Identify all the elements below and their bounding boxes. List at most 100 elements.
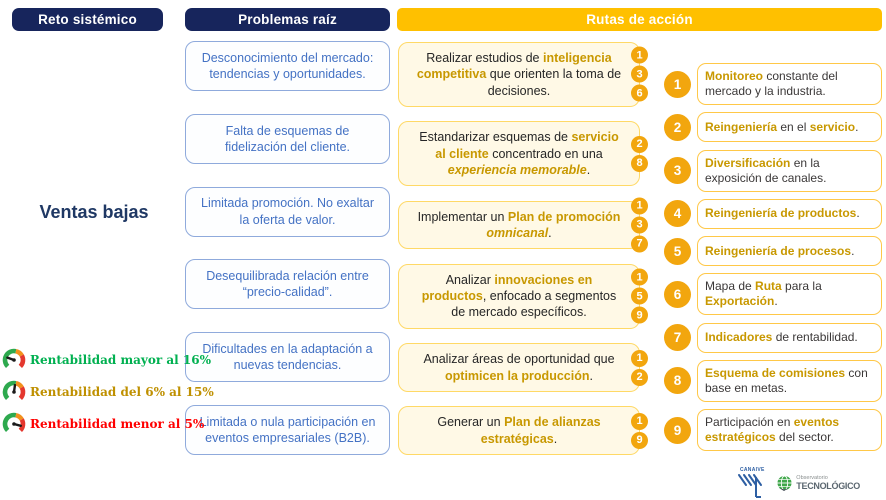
route-number-circle: 7 — [664, 324, 691, 351]
route-text: Participación en eventos estratégicos de… — [705, 415, 874, 445]
text-segment: . — [856, 206, 860, 221]
text-segment: servicio — [809, 119, 856, 134]
route-text: Esquema de comisiones con base en metas. — [705, 366, 874, 396]
action-box: Generar un Plan de alianzas estratégicas… — [398, 406, 648, 455]
text-segment: servicio al cliente — [435, 130, 619, 161]
action-text: Implementar un Plan de promoción omnican… — [415, 209, 623, 242]
route-link-badge: 2 — [631, 368, 648, 386]
route-link-badge: 5 — [631, 287, 648, 305]
route-text: Indicadores de rentabilidad. — [705, 330, 858, 345]
route-box: Reingeniería de productos. — [697, 198, 882, 229]
text-segment: Exportación — [705, 294, 775, 309]
text-segment: . — [855, 119, 859, 134]
column-header-problemas-raiz: Problemas raíz — [185, 8, 390, 31]
route-link-badge: 3 — [631, 216, 648, 234]
route-text: Reingeniería de procesos. — [705, 244, 854, 259]
route-number-circle: 9 — [664, 416, 691, 444]
text-segment: optimicen la producción — [445, 368, 590, 383]
text-segment: . — [548, 226, 552, 241]
problem-box: Falta de esquemas de fidelización del cl… — [185, 113, 390, 164]
text-segment: en el — [777, 119, 810, 134]
profitability-legend: Rentabilidad mayor al 16% Rentabilidad de… — [2, 348, 214, 436]
text-segment: Analizar — [445, 272, 495, 287]
route-box: Esquema de comisiones con base en metas. — [697, 359, 882, 402]
text-segment: inteligencia competitiva — [416, 51, 612, 82]
route-link-badge: 1 — [631, 197, 648, 215]
route-link-badge: 9 — [631, 431, 648, 449]
text-segment: que orienten la toma de decisiones. — [486, 67, 622, 98]
column-header-reto-sistemico: Reto sistémico — [12, 8, 163, 31]
observatorio-tecnologico-logo: Observatorio TECNOLÓGICO — [776, 475, 860, 498]
action-text: Analizar innovaciones en productos, enfo… — [415, 272, 623, 321]
gauge-needle-red-icon — [2, 412, 26, 436]
problems-column: Desconocimiento del mercado: tendencias … — [185, 41, 390, 455]
action-text: Realizar estudios de inteligencia compet… — [415, 50, 623, 99]
route-row: 8 Esquema de comisiones con base en metas… — [664, 359, 882, 402]
text-segment: . — [851, 243, 855, 258]
text-segment: Estandarizar esquemas de — [419, 130, 572, 145]
legend-label: Rentabilidad menor al 5% — [30, 417, 205, 431]
text-segment: Generar un — [437, 415, 505, 430]
route-box: Participación en eventos estratégicos de… — [697, 409, 882, 451]
problem-box: Desequilibrada relación entre “precio-ca… — [185, 259, 390, 310]
action-box: Analizar innovaciones en productos, enfo… — [398, 263, 648, 329]
route-row: 6 Mapa de Ruta para la Exportación. — [664, 273, 882, 316]
text-segment: Reingeniería — [705, 119, 778, 134]
text-segment: Diversificación — [705, 155, 791, 170]
text-segment: Plan de promoción — [507, 209, 621, 224]
problem-box: Desconocimiento del mercado: tendencias … — [185, 41, 390, 91]
route-box: Diversificación en la exposición de cana… — [697, 149, 882, 192]
text-segment: eventos estratégicos — [705, 415, 840, 444]
route-text: Reingeniería de productos. — [705, 206, 860, 221]
action-text: Analizar áreas de oportunidad que optimi… — [415, 351, 623, 384]
text-segment: Plan de alianzas estratégicas — [480, 415, 601, 446]
route-number-circle: 1 — [664, 70, 691, 98]
routes-column: 1 Monitoreo constante del mercado y la in… — [664, 63, 882, 451]
route-text: Monitoreo constante del mercado y la ind… — [705, 69, 874, 99]
text-segment: Indicadores — [705, 330, 773, 344]
route-row: 9 Participación en eventos estratégicos d… — [664, 409, 882, 451]
tecnologico-text: TECNOLÓGICO — [796, 480, 860, 491]
action-text: Generar un Plan de alianzas estratégicas… — [415, 414, 623, 447]
systemic-challenge-label: Ventas bajas — [39, 202, 149, 222]
route-row: 2 Reingeniería en el servicio. — [664, 112, 882, 143]
canaive-logo: CANAIVE — [737, 468, 767, 498]
text-segment: Mapa de — [705, 279, 756, 294]
route-link-badge: 6 — [631, 84, 648, 102]
route-link-badge: 1 — [631, 268, 648, 286]
text-segment: de rentabilidad. — [772, 330, 858, 344]
action-box: Analizar áreas de oportunidad que optimi… — [398, 343, 648, 392]
column-header-rutas-de-accion: Rutas de acción — [397, 8, 882, 31]
text-segment: Ruta — [755, 279, 782, 294]
text-segment: en la exposición de canales. — [705, 155, 827, 185]
problem-box: Limitada o nula participación en eventos… — [185, 404, 390, 455]
text-segment: . — [774, 294, 778, 309]
text-segment: . — [586, 162, 591, 177]
route-row: 5 Reingeniería de procesos. — [664, 236, 882, 266]
route-link-badge: 9 — [631, 306, 648, 324]
route-box: Reingeniería en el servicio. — [697, 112, 882, 143]
canaive-logo-text: CANAIVE — [739, 467, 765, 473]
route-number-circle: 5 — [664, 237, 691, 265]
route-row: 1 Monitoreo constante del mercado y la in… — [664, 63, 882, 105]
text-segment: Analizar áreas de oportunidad que — [423, 352, 615, 367]
route-number-circle: 6 — [664, 280, 691, 308]
route-box: Indicadores de rentabilidad. — [697, 322, 882, 353]
route-box: Mapa de Ruta para la Exportación. — [697, 273, 882, 316]
canaive-stripes-icon — [738, 474, 763, 498]
text-segment: con base en metas. — [705, 365, 868, 395]
text-segment: Monitoreo — [705, 69, 763, 83]
legend-row: Rentabilidad del 6% al 15% — [2, 380, 214, 404]
action-text: Estandarizar esquemas de servicio al cli… — [415, 129, 623, 178]
text-segment: del sector. — [775, 430, 834, 444]
globe-icon — [777, 475, 792, 491]
text-segment: para la — [781, 279, 822, 294]
text-segment: constante del mercado y la industria. — [705, 69, 838, 98]
route-box: Monitoreo constante del mercado y la ind… — [697, 63, 882, 105]
route-link-badge: 1 — [631, 412, 648, 430]
route-box: Reingeniería de procesos. — [697, 236, 882, 266]
route-text: Mapa de Ruta para la Exportación. — [705, 279, 874, 309]
